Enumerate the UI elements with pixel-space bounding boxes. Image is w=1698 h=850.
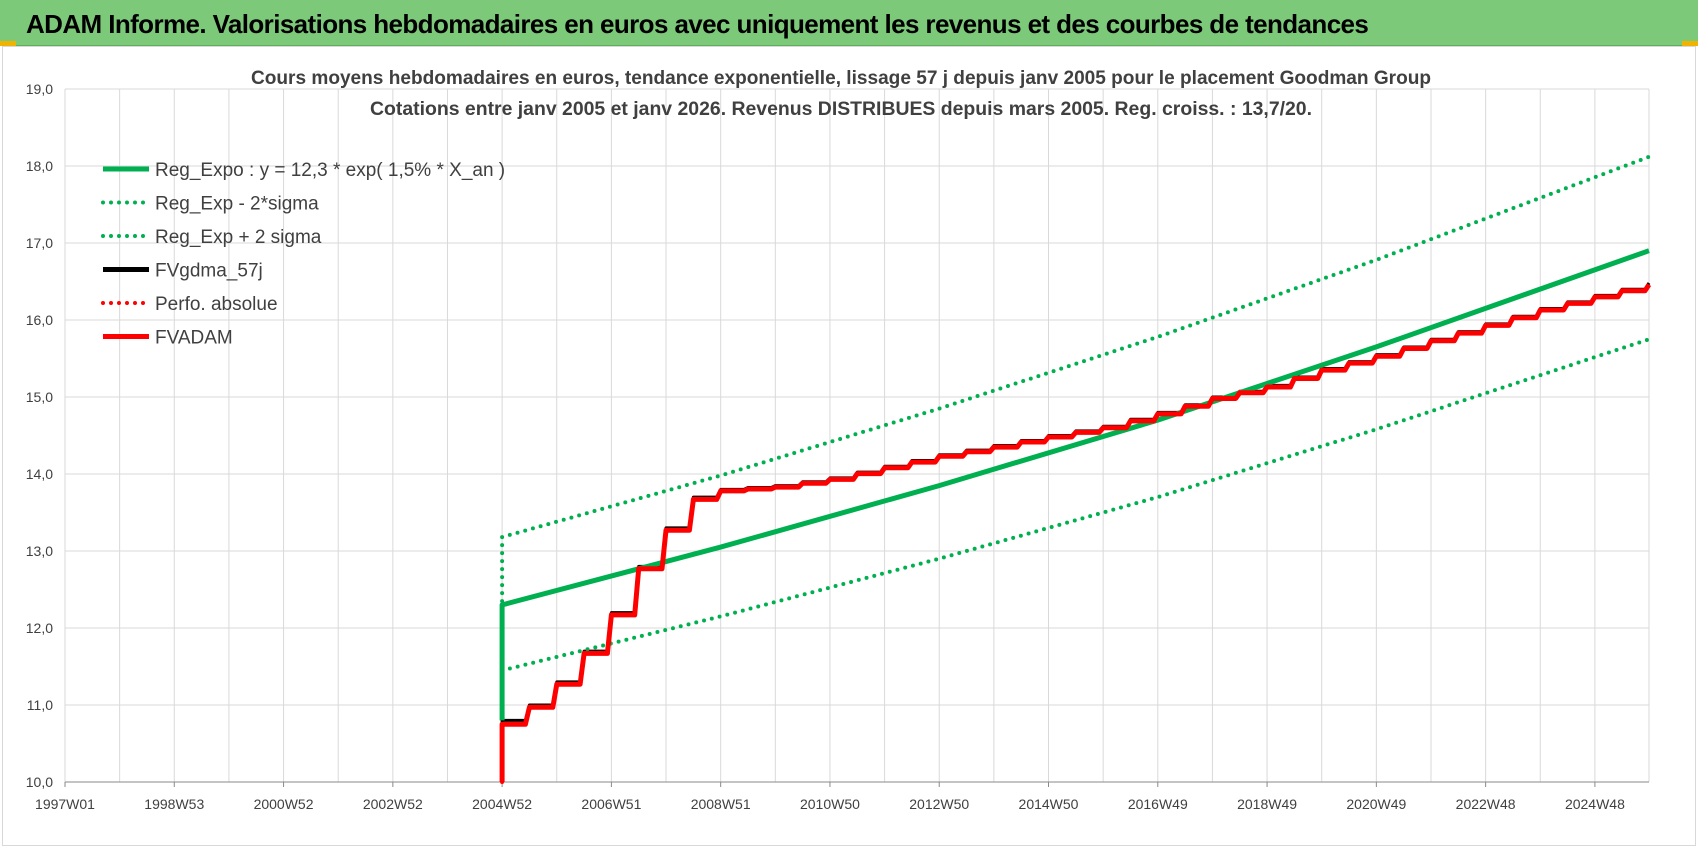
series-layer [499, 154, 1652, 784]
series-line-4 [500, 282, 1651, 784]
x-tick-label: 2008W51 [691, 796, 751, 812]
y-tick-label: 19,0 [26, 81, 53, 97]
chart-title: Cours moyens hebdomadaires en euros, ten… [251, 68, 1431, 89]
x-tick-label: 2024W48 [1565, 796, 1625, 812]
x-tick-label: 2012W50 [909, 796, 969, 812]
series-line-2 [500, 154, 1651, 604]
series-line-1 [500, 337, 1651, 673]
y-tick-label: 10,0 [26, 774, 53, 790]
x-tick-label: 1997W01 [35, 796, 95, 812]
y-tick-label: 17,0 [26, 235, 53, 251]
x-tick-label: 2016W49 [1128, 796, 1188, 812]
legend-label: Reg_Exp + 2 sigma [155, 227, 322, 248]
chart-subtitle: Cotations entre janv 2005 et janv 2026. … [370, 99, 1312, 120]
y-tick-label: 13,0 [26, 543, 53, 559]
series-line-0 [499, 248, 1650, 721]
x-tick-label: 2014W50 [1019, 796, 1079, 812]
y-tick-label: 14,0 [26, 466, 53, 482]
axis-layer: 10,0 11,0 12,0 13,0 14,0 15,0 16,0 17,0 18,0 19,0… [26, 81, 1649, 812]
header-banner: ADAM Informe. Valorisations hebdomadaire… [0, 0, 1698, 46]
y-tick-label: 18,0 [26, 158, 53, 174]
y-tick-label: 15,0 [26, 389, 53, 405]
x-tick-label: 2004W52 [472, 796, 532, 812]
x-tick-label: 2022W48 [1456, 796, 1516, 812]
series-line-5 [499, 283, 1652, 782]
legend-label: Perfo. absolue [155, 294, 278, 315]
legend-label: Reg_Exp - 2*sigma [155, 194, 319, 215]
x-tick-label: 2018W49 [1237, 796, 1297, 812]
x-tick-label: 2006W51 [581, 796, 641, 812]
y-tick-label: 12,0 [26, 620, 53, 636]
legend-label: FVADAM [155, 328, 233, 349]
corner-marker-left [0, 41, 16, 46]
x-tick-label: 2002W52 [363, 796, 423, 812]
chart-frame: 10,0 11,0 12,0 13,0 14,0 15,0 16,0 17,0 18,0 19,0… [2, 46, 1696, 846]
x-tick-label: 2010W50 [800, 796, 860, 812]
x-tick-label: 2020W49 [1346, 796, 1406, 812]
banner-title: ADAM Informe. Valorisations hebdomadaire… [26, 9, 1369, 39]
legend: Reg_Expo : y = 12,3 * exp( 1,5% * X_an )… [101, 160, 505, 349]
y-tick-label: 16,0 [26, 312, 53, 328]
x-tick-label: 2000W52 [254, 796, 314, 812]
legend-label: Reg_Expo : y = 12,3 * exp( 1,5% * X_an ) [155, 160, 505, 181]
line-chart: 10,0 11,0 12,0 13,0 14,0 15,0 16,0 17,0 18,0 19,0… [26, 68, 1652, 812]
x-tick-label: 1998W53 [144, 796, 204, 812]
y-tick-label: 11,0 [27, 697, 53, 713]
legend-label: FVgdma_57j [155, 261, 263, 282]
corner-marker-right [1682, 41, 1698, 46]
